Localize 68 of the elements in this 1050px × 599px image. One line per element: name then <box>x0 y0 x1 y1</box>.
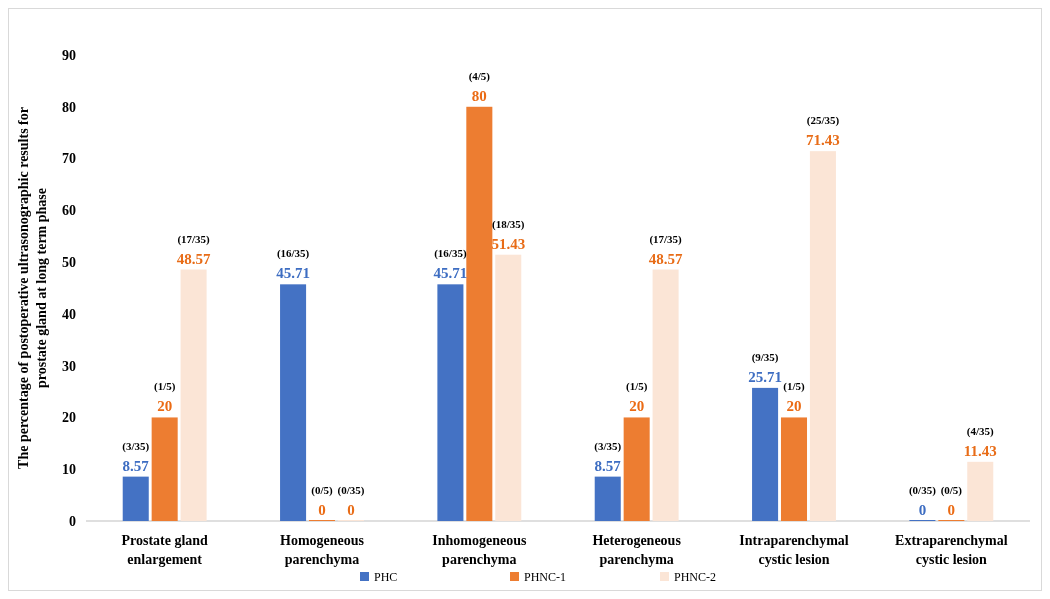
bar <box>180 269 207 521</box>
data-label: 0 <box>947 502 956 518</box>
bar <box>752 387 779 521</box>
bar <box>967 461 994 521</box>
y-tick-label: 20 <box>62 410 76 426</box>
data-label: 20 <box>786 398 802 415</box>
annotation: (18/35) <box>492 217 525 231</box>
bar <box>122 476 149 521</box>
annotation: (25/35) <box>806 114 840 128</box>
annotation: (16/35) <box>276 247 310 261</box>
data-label: 8.57 <box>122 457 150 474</box>
data-label: 20 <box>157 398 173 415</box>
data-label: 80 <box>471 87 487 104</box>
data-label: 8.57 <box>594 457 622 474</box>
bar <box>652 269 679 521</box>
annotation: (0/5) <box>311 484 334 497</box>
x-tick-label: Inhomogeneous parenchyma <box>432 533 527 567</box>
annotation: (0/35) <box>908 484 937 497</box>
annotation: (17/35) <box>177 232 211 246</box>
y-tick-label: 40 <box>62 306 76 322</box>
annotation: (1/5) <box>153 380 176 394</box>
y-tick-label: 10 <box>62 462 76 478</box>
bar <box>780 417 808 521</box>
annotation: (1/5) <box>625 380 648 394</box>
bar <box>466 106 493 521</box>
legend-label: PHNC-2 <box>674 570 717 584</box>
annotation: (3/35) <box>122 439 150 453</box>
y-tick-label: 30 <box>62 358 76 374</box>
x-tick-label: Extraparenchymal cystic lesion <box>895 533 1008 567</box>
annotation: (4/5) <box>468 69 491 83</box>
y-tick-label: 90 <box>62 47 76 63</box>
data-label: 48.57 <box>648 250 683 267</box>
data-label: 20 <box>629 398 645 415</box>
bar <box>623 417 650 521</box>
x-tick-label: Intraparenchymal cystic lesion <box>739 533 849 567</box>
annotation: (17/35) <box>649 232 683 246</box>
x-tick-label: Homogeneous parenchyma <box>280 533 365 567</box>
data-label: 0 <box>918 502 927 518</box>
data-label: 11.43 <box>963 442 997 459</box>
data-label: 0 <box>318 502 326 518</box>
x-tick-label: Heterogeneous parenchyma <box>592 533 682 567</box>
annotation: (0/35) <box>337 484 365 497</box>
data-label: 45.71 <box>276 265 310 282</box>
data-label: 25.71 <box>748 368 782 385</box>
legend-label: PHNC-1 <box>524 570 567 584</box>
y-tick-label: 0 <box>69 513 76 529</box>
bar <box>594 476 621 521</box>
annotation: (1/5) <box>783 380 806 394</box>
bar <box>809 151 836 521</box>
data-label: 48.57 <box>176 250 211 267</box>
annotation: (0/5) <box>940 484 963 497</box>
x-tick-label: Prostate gland enlargement <box>121 533 209 567</box>
data-label: 71.43 <box>806 132 840 149</box>
bar <box>437 284 464 521</box>
data-label: 0 <box>347 502 355 518</box>
bar <box>280 284 307 521</box>
annotation: (9/35) <box>751 350 779 364</box>
legend-label: PHC <box>374 570 398 584</box>
y-tick-label: 70 <box>62 151 76 167</box>
data-label: 51.43 <box>491 235 526 252</box>
y-axis-title: The percentage of postoperative ultrasonographic results for prostate gland at long term phase <box>16 107 49 469</box>
y-tick-label: 80 <box>62 99 76 115</box>
bar <box>151 417 178 521</box>
annotation: (3/35) <box>594 439 622 453</box>
y-tick-label: 60 <box>62 203 76 219</box>
bar <box>495 254 522 521</box>
y-tick-label: 50 <box>62 255 76 271</box>
annotation: (4/35) <box>966 424 995 438</box>
